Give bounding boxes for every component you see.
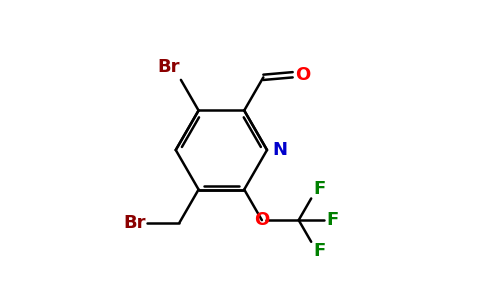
Text: O: O [295,66,310,84]
Text: N: N [272,141,287,159]
Text: Br: Br [123,214,146,232]
Text: Br: Br [157,58,180,76]
Text: F: F [314,180,326,198]
Text: F: F [314,242,326,260]
Text: F: F [326,211,338,229]
Text: O: O [254,211,270,229]
